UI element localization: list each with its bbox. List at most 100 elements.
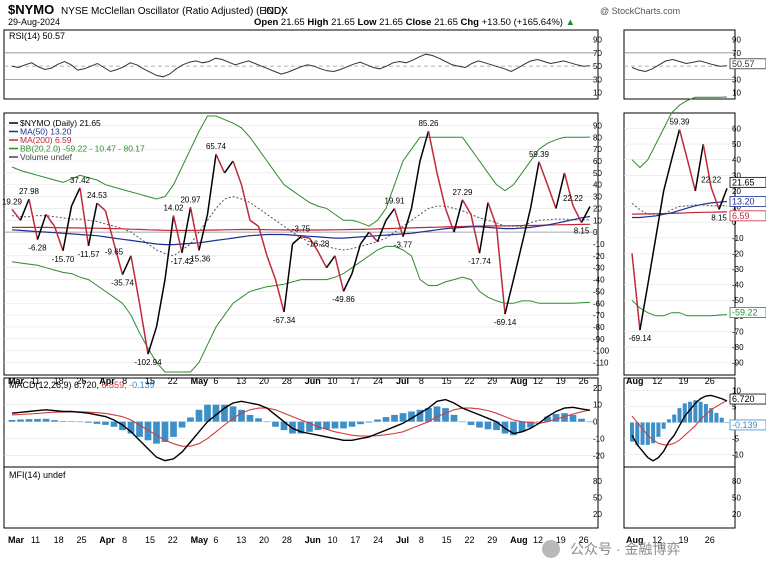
price-segment — [572, 205, 583, 223]
x-tick-label: 13 — [236, 376, 246, 386]
y-tick-label: 10 — [732, 89, 741, 98]
y-tick-label: 50 — [732, 140, 741, 149]
y-tick-label: 30 — [732, 75, 741, 84]
price-segment — [189, 207, 200, 251]
y-tick-label: -80 — [732, 343, 744, 352]
macd-histogram-bar — [178, 421, 186, 428]
zoom-macd-hist-tag-box — [729, 419, 766, 431]
macd-histogram-bar — [68, 421, 75, 422]
macd-histogram-bar — [255, 418, 262, 422]
zoom-price-segment — [647, 237, 657, 285]
price-segment — [172, 215, 183, 253]
y-tick-label: -10 — [732, 450, 744, 459]
price-segment — [444, 208, 455, 233]
price-segment — [257, 226, 268, 257]
zoom-price-segment — [702, 143, 712, 188]
price-segment — [410, 160, 421, 209]
zoom-price-value-tag-box — [729, 307, 766, 318]
ma50-line — [11, 215, 591, 246]
price-segment — [138, 303, 149, 355]
y-tick-label: 20 — [593, 384, 602, 393]
rsi-line — [11, 53, 591, 78]
macd-histogram-bar — [391, 414, 398, 422]
y-tick-label: 40 — [593, 181, 602, 190]
price-annotation: -49.86 — [332, 295, 355, 304]
mfi-panel-frame — [3, 466, 599, 529]
zoom-price-segment — [662, 159, 673, 192]
y-tick-label: 70 — [593, 49, 602, 58]
price-annotation: -15.36 — [188, 254, 211, 263]
y-tick-label: -10 — [732, 234, 744, 243]
zoom-price-annotation: 8.15 — [711, 213, 727, 222]
price-segment — [79, 187, 90, 246]
macd-histogram-bar — [688, 401, 693, 423]
macd-histogram-bar — [314, 421, 322, 431]
zoom-price-segment — [710, 187, 720, 210]
zoom-x-tick-label: Aug — [626, 535, 644, 545]
y-tick-label: 10 — [593, 89, 602, 98]
y-tick-label: 10 — [732, 387, 741, 396]
price-annotation: -9.65 — [105, 248, 124, 257]
price-annotation: -6.28 — [28, 244, 47, 253]
macd-histogram-bar — [569, 414, 577, 422]
price-annotation: 59.39 — [529, 150, 550, 159]
y-tick-label: 20 — [732, 187, 741, 196]
zoom-bb-upper-line — [631, 96, 728, 169]
zoom-macd-value-tag: 6.720 — [732, 394, 755, 404]
price-segment — [62, 205, 73, 251]
price-segment — [300, 235, 310, 239]
price-annotation: 8.15 — [574, 226, 590, 235]
y-tick-label: -70 — [732, 327, 744, 336]
price-segment — [376, 220, 387, 242]
macd-histogram-bar — [110, 421, 118, 427]
price-segment — [436, 172, 447, 209]
macd-histogram-bar — [552, 414, 560, 422]
price-annotation: -3.77 — [394, 241, 413, 250]
macd-histogram-bar — [238, 409, 245, 422]
price-segment — [546, 184, 557, 209]
price-annotation: 22.22 — [563, 194, 584, 203]
price-segment — [478, 202, 489, 254]
wechat-text: 公众号 · 金融博弈 — [570, 541, 680, 557]
price-segment — [215, 153, 226, 174]
ma200-line — [12, 223, 591, 231]
macd-line — [11, 398, 591, 462]
macd-histogram-bar — [450, 414, 458, 422]
y-tick-label: 0 — [593, 228, 598, 237]
price-annotation: 27.29 — [452, 188, 473, 197]
price-annotation: -11.57 — [77, 250, 100, 259]
price-annotation: 65.74 — [206, 142, 227, 151]
price-segment — [113, 243, 124, 275]
zoom-price-value-tag: 6.59 — [732, 211, 750, 221]
y-tick-label: 20 — [732, 510, 741, 519]
macd-histogram-bar — [484, 421, 492, 430]
zoom-price-value-tag: 21.65 — [732, 177, 755, 187]
y-tick-label: 10 — [593, 216, 602, 225]
macd-histogram-bar — [187, 417, 194, 422]
price-segment — [521, 208, 532, 245]
x-tick-label: 15 — [442, 535, 452, 545]
price-segment — [87, 202, 98, 247]
macd-histogram-bar — [8, 419, 16, 422]
x-tick-label: 26 — [579, 376, 589, 386]
macd-histogram-bar — [357, 421, 364, 425]
x-tick-label: Jun — [305, 535, 321, 545]
zoom-price-value-tag: -59.22 — [732, 308, 758, 318]
y-tick-label: 50 — [593, 494, 602, 503]
macd-histogram-bar — [399, 413, 407, 422]
price-segment — [155, 279, 166, 328]
macd-signal-line — [11, 407, 591, 447]
y-tick-label: -90 — [593, 335, 605, 344]
macd-histogram-bar — [144, 421, 152, 441]
price-segment — [223, 160, 234, 174]
macd-histogram-bar — [42, 418, 50, 422]
zoom-price-annotation: -69.14 — [629, 334, 652, 343]
zoom-price-value-tag-box — [729, 196, 766, 207]
y-tick-label: 80 — [593, 133, 602, 142]
macd-histogram-bar — [365, 421, 373, 423]
zoom-macd-signal-line — [631, 400, 728, 446]
zoom-bb-mid-line — [631, 203, 727, 215]
macd-histogram-bar — [698, 401, 703, 423]
zoom-bb-lower-line — [631, 299, 728, 317]
chart-date: 29-Aug-2024 — [8, 17, 60, 27]
